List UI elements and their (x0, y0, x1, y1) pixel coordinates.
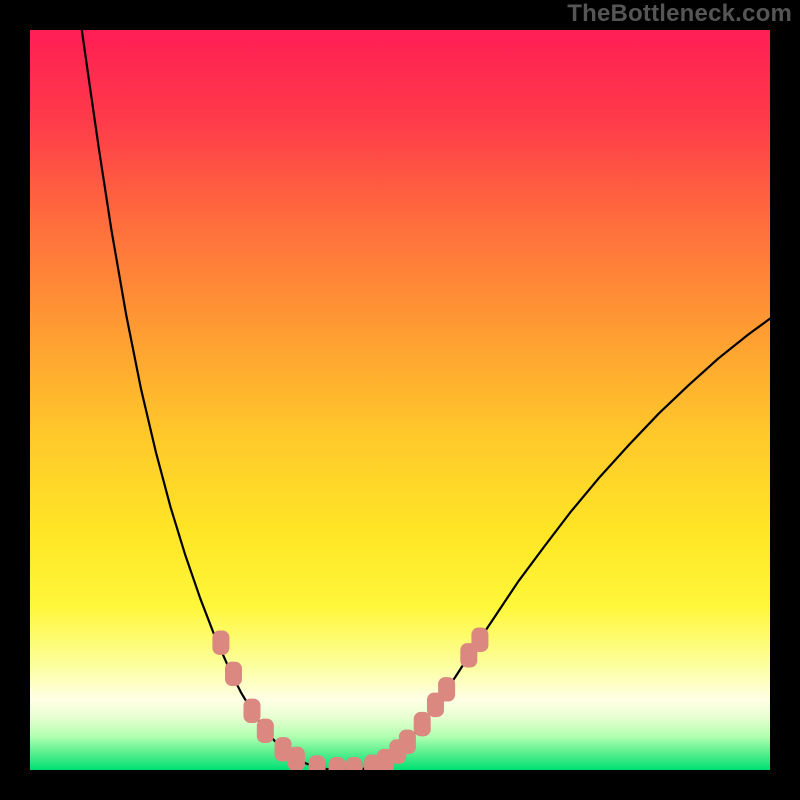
data-marker (257, 719, 274, 743)
chart-container: TheBottleneck.com (0, 0, 800, 800)
data-marker (225, 662, 242, 686)
data-marker (329, 757, 346, 770)
data-marker (212, 631, 229, 655)
data-marker (399, 730, 416, 754)
plot-area (30, 30, 770, 770)
gradient-background (30, 30, 770, 770)
data-marker (438, 677, 455, 701)
watermark-text: TheBottleneck.com (567, 0, 792, 28)
data-marker (414, 712, 431, 736)
data-marker (471, 628, 488, 652)
data-marker (243, 699, 260, 723)
data-marker (346, 757, 363, 770)
data-marker (288, 747, 305, 770)
bottleneck-chart (30, 30, 770, 770)
data-marker (309, 755, 326, 770)
